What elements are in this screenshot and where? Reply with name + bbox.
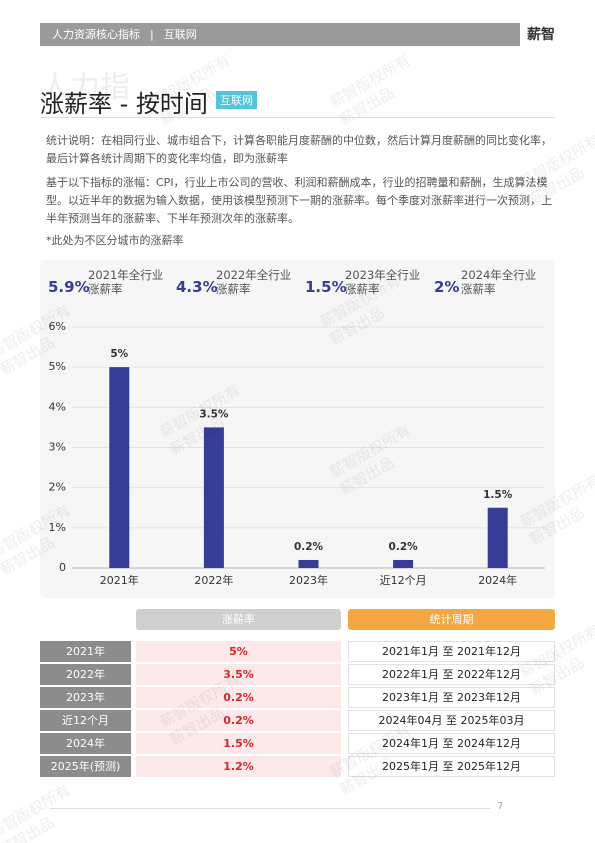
industry-badge: 互联网 <box>216 91 257 109</box>
bar <box>393 559 414 568</box>
section-name: 人力资源核心指标 <box>52 28 140 41</box>
y-tick-label: 6% <box>49 320 66 333</box>
value-label: 1.5% <box>483 489 513 501</box>
period-cell: 2025年1月 至 2025年12月 <box>348 756 555 777</box>
y-tick-label: 5% <box>49 360 66 373</box>
kpi-value: 2% <box>434 278 460 296</box>
row-label: 近12个月 <box>40 710 131 731</box>
table-header: 统计周期 <box>348 609 555 630</box>
note: 统计说明：在相同行业、城市组合下，计算各职能月度薪酬的中位数，然后计算月度薪酬的… <box>46 134 552 165</box>
page-title: 涨薪率 - 按时间 <box>40 90 208 118</box>
table-header: 涨薪率 <box>136 609 341 630</box>
rate-cell: 0.2% <box>136 710 341 731</box>
row-label: 2021年 <box>40 641 131 662</box>
y-tick-label: 3% <box>49 441 66 454</box>
kpi-label: 2022年全行业涨薪率 <box>216 268 292 296</box>
rate-cell: 3.5% <box>136 664 341 685</box>
value-label: 5% <box>110 348 128 360</box>
page-number: 7 <box>497 801 504 812</box>
kpi-label: 2023年全行业涨薪率 <box>345 268 421 296</box>
x-tick-label: 近12个月 <box>380 574 427 587</box>
industry-name: 互联网 <box>163 28 197 41</box>
x-tick-label: 2023年 <box>289 573 328 587</box>
period-cell: 2022年1月 至 2022年12月 <box>348 664 555 685</box>
y-tick-label: 0 <box>59 561 66 574</box>
bar <box>298 559 319 568</box>
period-cell: 2021年1月 至 2021年12月 <box>348 641 555 662</box>
note: *此处为不区分城市的涨薪率 <box>46 234 184 247</box>
bar <box>487 507 508 568</box>
x-tick-label: 2021年 <box>100 573 139 587</box>
bar <box>203 427 224 568</box>
rate-cell: 5% <box>136 641 341 662</box>
period-cell: 2024年04月 至 2025年03月 <box>348 710 555 731</box>
rate-cell: 0.2% <box>136 687 341 708</box>
rate-cell: 1.2% <box>136 756 341 777</box>
rate-cell: 1.5% <box>136 733 341 754</box>
brand: 薪智 <box>527 27 555 43</box>
y-tick-label: 2% <box>49 481 66 494</box>
value-label: 0.2% <box>389 541 419 553</box>
kpi-value: 4.3% <box>176 278 218 296</box>
x-tick-label: 2022年 <box>194 573 233 587</box>
value-label: 0.2% <box>294 541 324 553</box>
note: 基于以下指标的涨幅：CPI，行业上市公司的营收、利润和薪酬成本，行业的招聘量和薪… <box>46 176 552 225</box>
period-cell: 2023年1月 至 2023年12月 <box>348 687 555 708</box>
y-tick-label: 4% <box>49 400 66 413</box>
chart: 0 1% 2% 3% 4% 5% 6% 2021年 5% 2022年 3.5% 2023年 0.2% 近1… <box>49 320 545 587</box>
footer-line <box>50 808 490 809</box>
bar <box>109 367 130 568</box>
row-label: 2022年 <box>40 664 131 685</box>
kpi-label: 2021年全行业涨薪率 <box>88 268 164 296</box>
row-label: 2023年 <box>40 687 131 708</box>
divider <box>40 117 555 118</box>
title-shadow: 人力指 <box>40 70 130 105</box>
row-label: 2024年 <box>40 733 131 754</box>
watermark: 薪智版权所有 薪智出品 <box>0 780 84 843</box>
x-tick-label: 2024年 <box>478 573 517 587</box>
period-cell: 2024年1月 至 2024年12月 <box>348 733 555 754</box>
row-label: 2025年(预测) <box>40 756 131 777</box>
kpi-value: 5.9% <box>48 278 90 296</box>
kpi-label: 2024年全行业涨薪率 <box>461 268 537 296</box>
kpi-value: 1.5% <box>305 278 347 296</box>
header-bar: 人力资源核心指标 | 互联网 <box>40 23 520 46</box>
y-tick-label: 1% <box>49 521 66 534</box>
value-label: 3.5% <box>199 408 229 420</box>
